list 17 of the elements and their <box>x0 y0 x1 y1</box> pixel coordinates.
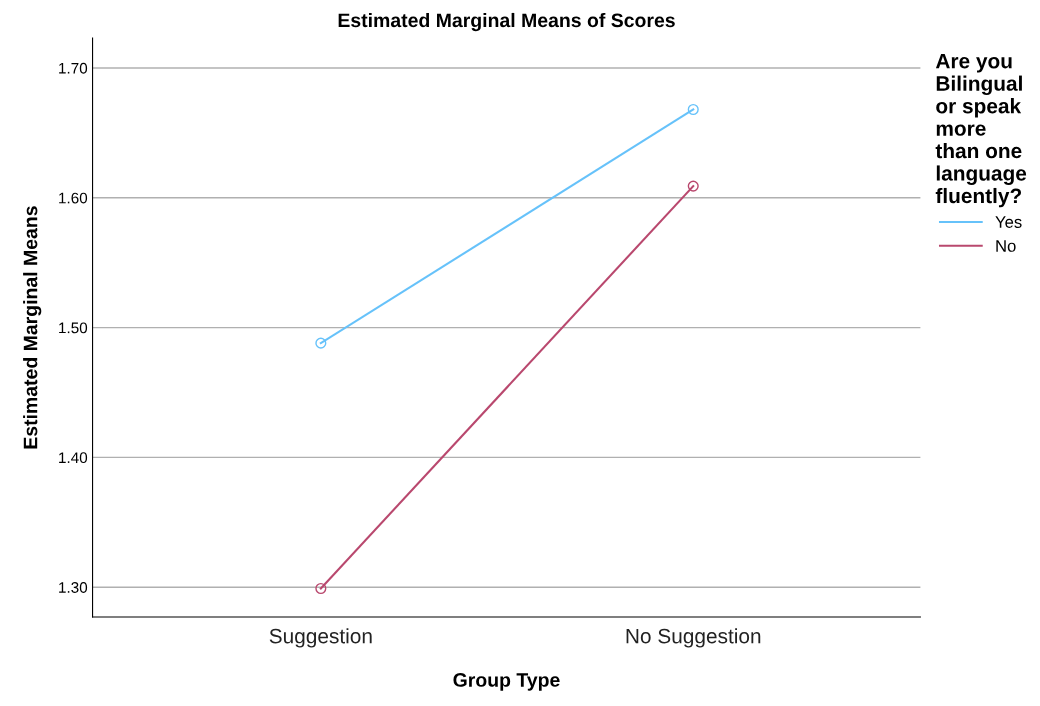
legend-label: No <box>996 240 1016 252</box>
x-tick-label: No Suggestion <box>626 628 761 648</box>
x-axis-title: Group Type <box>453 673 560 691</box>
y-axis-title: Estimated Marginal Means <box>23 206 42 449</box>
y-tick-label: 1.70 <box>59 62 88 74</box>
point <box>687 103 699 116</box>
y-tick-label: 1.50 <box>59 322 88 334</box>
legend-label: Yes <box>995 216 1022 228</box>
y-tick-label: 1.60 <box>59 192 88 204</box>
y-tick-label: 1.30 <box>59 582 88 593</box>
legend-title: Are you Bilingual or speak more than one language fluently? <box>935 53 1027 208</box>
chart-title: Estimated Marginal Means of Scores <box>338 12 675 32</box>
point <box>687 180 699 192</box>
x-tick-label: Suggestion <box>269 628 372 648</box>
y-tick-label: 1.40 <box>59 452 88 464</box>
point <box>315 582 327 595</box>
point <box>315 337 327 349</box>
